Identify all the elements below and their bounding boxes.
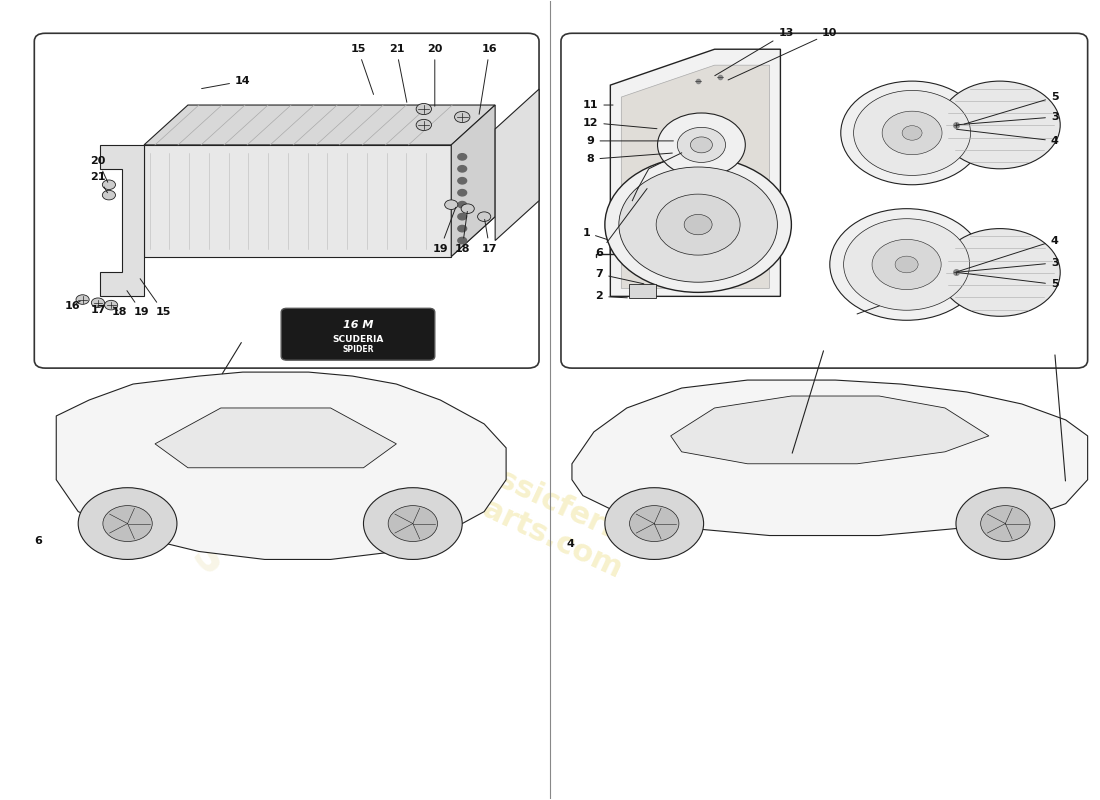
Circle shape <box>458 190 466 196</box>
Circle shape <box>416 119 431 130</box>
Text: 1: 1 <box>582 227 607 240</box>
Polygon shape <box>56 372 506 559</box>
Text: 6: 6 <box>595 189 647 258</box>
Circle shape <box>939 81 1060 169</box>
Circle shape <box>844 218 969 310</box>
Text: 5: 5 <box>960 273 1058 290</box>
Circle shape <box>477 212 491 222</box>
Circle shape <box>678 127 726 162</box>
Text: 12: 12 <box>583 118 657 129</box>
Circle shape <box>363 488 462 559</box>
Circle shape <box>104 300 118 310</box>
Text: 16: 16 <box>65 301 80 311</box>
Circle shape <box>684 214 712 234</box>
Circle shape <box>91 298 104 307</box>
Polygon shape <box>155 408 396 468</box>
Polygon shape <box>144 145 451 257</box>
Polygon shape <box>621 65 769 288</box>
Polygon shape <box>100 145 144 296</box>
Circle shape <box>461 204 474 214</box>
Polygon shape <box>495 89 539 241</box>
Circle shape <box>388 506 438 542</box>
Circle shape <box>629 506 679 542</box>
Text: SPIDER: SPIDER <box>342 345 374 354</box>
Circle shape <box>458 214 466 220</box>
Text: 2: 2 <box>595 291 627 302</box>
Text: 4: 4 <box>957 130 1058 146</box>
Text: 16: 16 <box>480 44 497 114</box>
Circle shape <box>840 81 983 185</box>
Circle shape <box>872 239 942 290</box>
Polygon shape <box>451 105 495 257</box>
Text: 17: 17 <box>482 219 497 254</box>
Text: 21: 21 <box>388 44 407 102</box>
Text: 15: 15 <box>350 44 374 94</box>
Text: 20: 20 <box>90 156 108 182</box>
Text: 8: 8 <box>586 153 672 164</box>
Text: 18: 18 <box>112 307 128 318</box>
FancyBboxPatch shape <box>34 34 539 368</box>
Text: 9: 9 <box>586 136 673 146</box>
Circle shape <box>939 229 1060 316</box>
Circle shape <box>658 113 746 177</box>
Circle shape <box>444 200 458 210</box>
Circle shape <box>458 238 466 244</box>
Text: SCUDERIA: SCUDERIA <box>332 335 384 344</box>
Bar <box>629 284 657 298</box>
Circle shape <box>895 256 918 273</box>
Polygon shape <box>144 217 495 257</box>
Text: 4: 4 <box>957 235 1058 271</box>
Text: 4: 4 <box>566 539 574 550</box>
Text: 19: 19 <box>126 290 150 318</box>
Polygon shape <box>572 380 1088 535</box>
Circle shape <box>458 202 466 208</box>
Text: PARTS: PARTS <box>99 453 233 586</box>
Text: 19: 19 <box>432 207 455 254</box>
Text: 21: 21 <box>90 172 108 193</box>
Circle shape <box>605 488 704 559</box>
Circle shape <box>458 166 466 172</box>
Circle shape <box>657 194 740 255</box>
Circle shape <box>458 178 466 184</box>
Text: 17: 17 <box>90 305 106 315</box>
Text: 20: 20 <box>427 44 442 106</box>
Text: 18: 18 <box>454 211 470 254</box>
Circle shape <box>829 209 983 320</box>
Circle shape <box>76 294 89 304</box>
FancyBboxPatch shape <box>561 34 1088 368</box>
Text: 13: 13 <box>715 28 793 76</box>
Polygon shape <box>671 396 989 464</box>
Circle shape <box>458 226 466 232</box>
Text: classicferrari
parts.com: classicferrari parts.com <box>436 444 664 595</box>
Circle shape <box>103 506 152 542</box>
Text: 3: 3 <box>958 112 1058 125</box>
Circle shape <box>454 111 470 122</box>
Text: 5: 5 <box>964 92 1058 124</box>
Circle shape <box>78 488 177 559</box>
Circle shape <box>981 506 1030 542</box>
Circle shape <box>605 157 791 292</box>
Circle shape <box>619 167 778 282</box>
Text: 3: 3 <box>958 258 1058 272</box>
Text: 11: 11 <box>583 100 613 110</box>
Polygon shape <box>610 50 780 296</box>
Circle shape <box>102 180 116 190</box>
Text: 16 M: 16 M <box>343 319 373 330</box>
Text: 6: 6 <box>34 535 42 546</box>
FancyBboxPatch shape <box>282 308 434 360</box>
Circle shape <box>902 126 922 140</box>
Circle shape <box>854 90 970 175</box>
Circle shape <box>102 190 116 200</box>
Text: 7: 7 <box>595 269 644 284</box>
Circle shape <box>956 488 1055 559</box>
Text: 10: 10 <box>728 28 837 80</box>
Polygon shape <box>144 105 495 145</box>
Circle shape <box>416 103 431 114</box>
Circle shape <box>458 154 466 160</box>
Circle shape <box>882 111 942 154</box>
Text: 15: 15 <box>140 278 172 318</box>
Text: 14: 14 <box>201 76 251 89</box>
Circle shape <box>691 137 713 153</box>
